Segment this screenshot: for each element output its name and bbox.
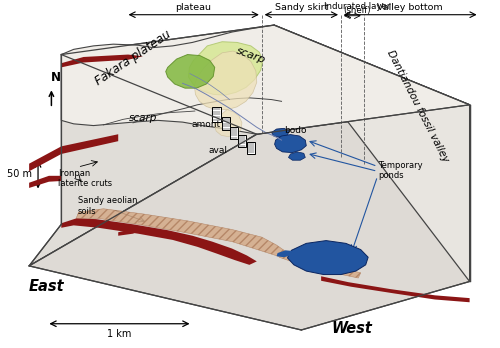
Text: 1 km: 1 km bbox=[107, 329, 132, 339]
Polygon shape bbox=[276, 250, 292, 257]
Polygon shape bbox=[188, 42, 262, 95]
Text: N: N bbox=[50, 71, 60, 84]
Bar bbox=[230, 127, 237, 140]
Polygon shape bbox=[62, 25, 470, 134]
Text: Sandy skirt: Sandy skirt bbox=[274, 3, 328, 12]
Polygon shape bbox=[288, 152, 306, 160]
Text: Temporary
ponds: Temporary ponds bbox=[378, 161, 422, 180]
Text: Dantiandou fossil valley: Dantiandou fossil valley bbox=[385, 49, 450, 164]
Polygon shape bbox=[166, 55, 214, 88]
Polygon shape bbox=[288, 240, 368, 275]
Polygon shape bbox=[274, 135, 306, 153]
Text: Indurated layer: Indurated layer bbox=[324, 1, 390, 10]
Polygon shape bbox=[272, 128, 289, 137]
Polygon shape bbox=[274, 25, 469, 282]
Bar bbox=[212, 107, 220, 122]
Text: plateau: plateau bbox=[176, 3, 212, 12]
Text: scarp: scarp bbox=[234, 45, 266, 65]
Polygon shape bbox=[29, 134, 118, 171]
Polygon shape bbox=[29, 105, 469, 330]
Text: Sandy aeolian
soils: Sandy aeolian soils bbox=[78, 196, 137, 216]
Text: amont: amont bbox=[192, 120, 220, 129]
Polygon shape bbox=[279, 252, 360, 278]
Text: Fakara plateau: Fakara plateau bbox=[92, 27, 173, 88]
Text: East: East bbox=[29, 279, 65, 294]
Text: (shelf): (shelf) bbox=[343, 6, 370, 15]
Polygon shape bbox=[118, 229, 141, 236]
Polygon shape bbox=[76, 209, 286, 256]
Polygon shape bbox=[321, 276, 470, 302]
Polygon shape bbox=[214, 110, 242, 137]
Text: bodo: bodo bbox=[284, 126, 306, 135]
Bar bbox=[247, 142, 254, 154]
Bar bbox=[222, 117, 230, 130]
Polygon shape bbox=[29, 55, 257, 266]
Polygon shape bbox=[62, 219, 257, 265]
Polygon shape bbox=[62, 55, 143, 68]
Polygon shape bbox=[29, 176, 62, 188]
Polygon shape bbox=[194, 51, 257, 110]
Text: Valley bottom: Valley bottom bbox=[378, 3, 443, 12]
Polygon shape bbox=[62, 25, 470, 134]
Text: West: West bbox=[331, 321, 372, 336]
Text: 50 m: 50 m bbox=[6, 169, 32, 179]
Text: aval: aval bbox=[208, 145, 228, 155]
Text: scarp: scarp bbox=[129, 113, 158, 124]
Bar bbox=[238, 135, 246, 148]
Text: Ironpan
laterite cruts: Ironpan laterite cruts bbox=[58, 168, 112, 188]
